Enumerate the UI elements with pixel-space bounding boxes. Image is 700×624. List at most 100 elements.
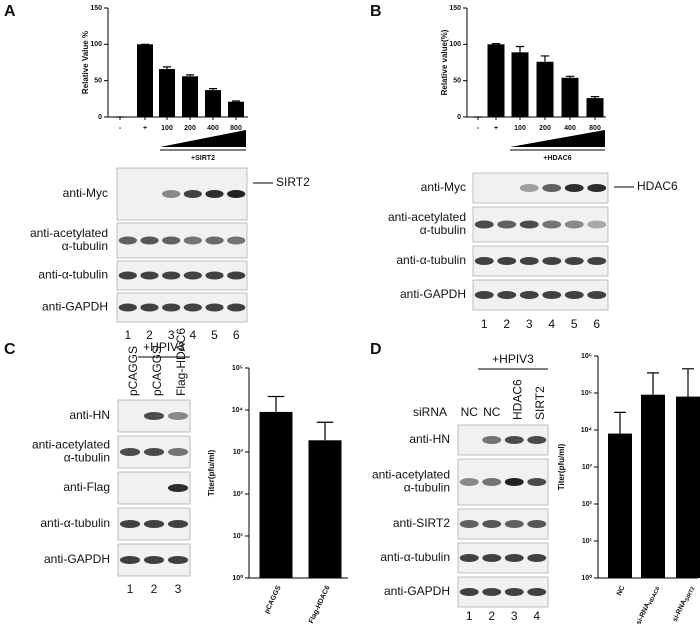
band [143, 448, 165, 456]
treatment: +SIRT2 [191, 155, 215, 162]
band [183, 236, 202, 245]
band [527, 436, 547, 444]
error-bar [565, 75, 575, 78]
error-bar [316, 421, 334, 441]
band [205, 236, 224, 245]
y-tick-label: 10² [233, 491, 244, 498]
blot-label: anti-acetylated [372, 468, 450, 482]
band [167, 520, 189, 528]
bar [487, 44, 505, 118]
band [564, 220, 584, 229]
blot-strip [472, 206, 609, 243]
band [119, 520, 141, 528]
lane-number: 6 [593, 317, 600, 331]
bar [586, 98, 604, 117]
band [162, 236, 181, 245]
bar [641, 394, 665, 578]
category: si-RNA [672, 599, 688, 623]
band [482, 436, 502, 444]
blot-strip [472, 245, 609, 277]
panel-letter: C [4, 341, 16, 358]
lane-number: 5 [571, 317, 578, 331]
band [504, 478, 524, 486]
bar [137, 44, 153, 118]
blot-label: anti-Flag [63, 480, 110, 494]
lane-number: 3 [526, 317, 533, 331]
lane-number: 2 [503, 317, 510, 331]
band [519, 184, 539, 192]
y-tick-label: 10⁵ [232, 365, 243, 372]
band [504, 520, 524, 528]
band [497, 220, 517, 229]
band [183, 271, 202, 280]
lane-number: 1 [124, 328, 131, 342]
panel-letter: A [4, 3, 16, 20]
blot-label: anti-α-tubulin [38, 268, 108, 282]
y-tick-label: 10⁶ [581, 353, 592, 360]
blot-strip [472, 172, 609, 204]
band [474, 257, 494, 265]
x-tick-label: - [477, 125, 480, 132]
x-tick-label: si-RNAHDAC6 [635, 585, 662, 624]
band [519, 257, 539, 265]
lane-number: 3 [511, 609, 518, 623]
y-tick-label: 10⁴ [232, 407, 244, 414]
x-tick-label: 200 [539, 125, 551, 132]
band [167, 484, 189, 492]
lane-number: 3 [175, 582, 182, 596]
x-tick-label: 400 [207, 125, 219, 132]
panel-letter: B [370, 3, 382, 20]
band [564, 291, 584, 299]
error-bar [163, 66, 171, 70]
band [140, 271, 159, 280]
band [497, 257, 517, 265]
error-bar [540, 55, 550, 62]
y-tick-label: 10¹ [582, 538, 593, 545]
band [542, 220, 562, 229]
bar [561, 77, 579, 117]
band [205, 271, 224, 280]
blot-strip [116, 260, 248, 291]
blot-label: α-tubulin [62, 239, 108, 253]
band [474, 220, 494, 229]
category-subscript: SIRT2 [685, 586, 697, 603]
blot-label: α-tubulin [64, 451, 110, 465]
blot-strip [116, 222, 248, 259]
lane-number: 2 [488, 609, 495, 623]
band [542, 291, 562, 299]
band [183, 303, 202, 312]
band [527, 520, 547, 528]
y-tick-label: 10⁰ [581, 574, 592, 582]
band [482, 588, 502, 596]
blot-label: anti-Myc [63, 186, 108, 200]
band [459, 520, 479, 528]
band [140, 303, 159, 312]
x-tick-label: + [494, 125, 498, 132]
blot-strip [116, 292, 248, 323]
x-tick-label: NC [616, 585, 627, 597]
y-axis-label: Relative value(%) [440, 29, 449, 95]
band [118, 303, 137, 312]
x-tick-label: + [143, 125, 147, 132]
band [482, 478, 502, 486]
band [587, 220, 607, 229]
band [119, 448, 141, 456]
band [205, 303, 224, 312]
band [227, 236, 246, 245]
blot-label: α-tubulin [420, 223, 466, 237]
band [519, 291, 539, 299]
band [497, 291, 517, 299]
blot-label: anti-α-tubulin [40, 516, 110, 530]
error-bar [614, 411, 626, 434]
y-tick-label: 0 [457, 114, 461, 121]
y-tick-label: 10¹ [233, 533, 244, 540]
band [564, 257, 584, 265]
lane-header: HDAC6 [510, 379, 524, 420]
y-tick-label: 100 [449, 41, 461, 48]
blot-label: anti-acetylated [32, 438, 110, 452]
x-tick-label: si-RNASIRT2 [672, 585, 697, 624]
band [167, 556, 189, 564]
band [459, 478, 479, 486]
x-tick-label: Flag-HDAC6 [308, 585, 332, 624]
